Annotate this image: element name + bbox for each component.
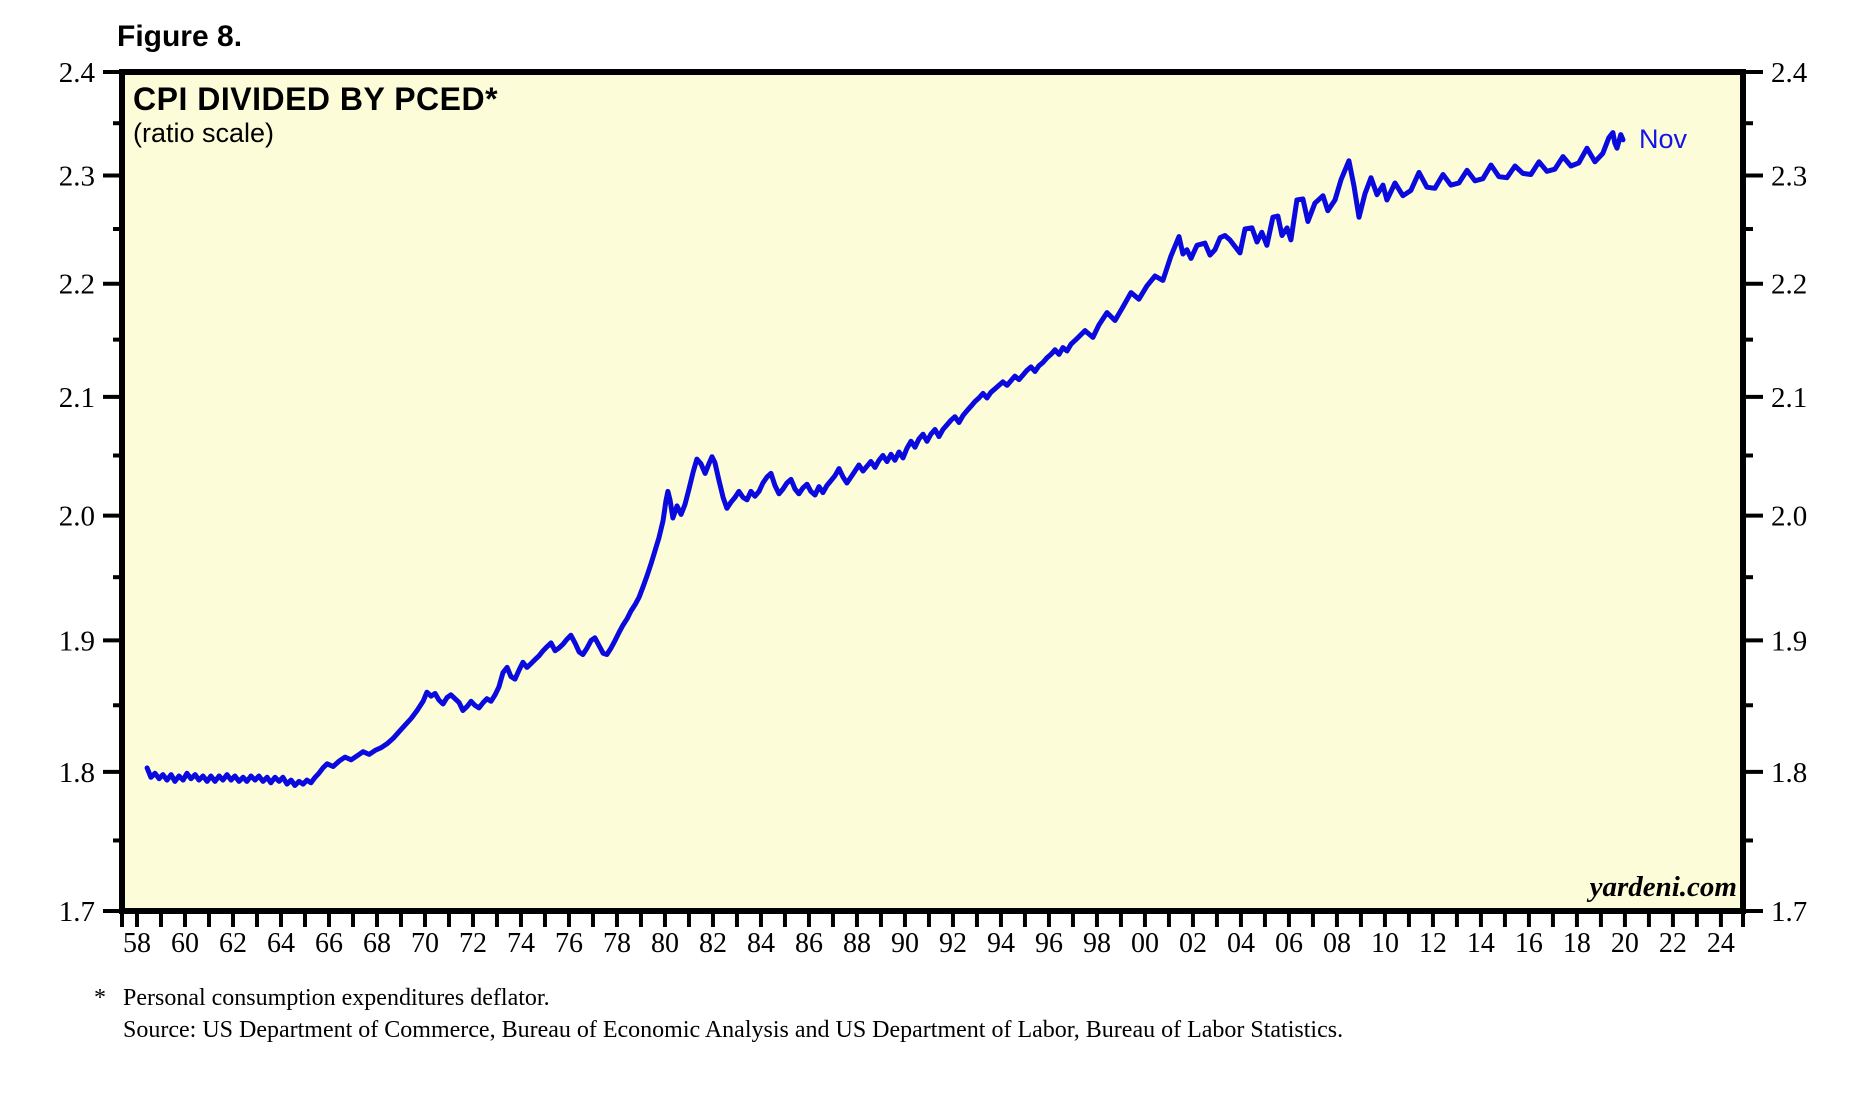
x-axis-label: 60 [171, 928, 199, 959]
watermark: yardeni.com [1589, 871, 1737, 903]
last-point-annotation: Nov [1639, 123, 1688, 154]
y-axis-label-right: 1.8 [1771, 757, 1807, 789]
y-axis-label-left: 2.3 [59, 161, 95, 193]
plot-background [122, 72, 1743, 911]
x-axis-label: 58 [123, 928, 151, 959]
x-axis-label: 68 [363, 928, 391, 959]
x-axis-label: 88 [843, 928, 871, 959]
y-axis-label-right: 2.0 [1771, 501, 1807, 533]
x-axis-label: 00 [1131, 928, 1159, 959]
plot-border [119, 69, 1746, 914]
x-axis-label: 18 [1563, 928, 1591, 959]
y-axis-label-left: 1.8 [59, 757, 95, 789]
x-axis-label: 90 [891, 928, 919, 959]
chart-subtitle: (ratio scale) [133, 118, 275, 148]
data-line [144, 130, 1626, 788]
y-axis-label-right: 2.4 [1771, 57, 1808, 89]
y-axis-label-right: 2.3 [1771, 161, 1807, 193]
x-axis-label: 74 [507, 928, 535, 959]
x-axis-label: 14 [1467, 928, 1495, 959]
x-axis-label: 66 [315, 928, 343, 959]
x-axis-label: 76 [555, 928, 583, 959]
y-axis-label-left: 1.9 [59, 625, 95, 657]
y-axis-label-left: 2.4 [59, 57, 96, 89]
x-axis-label: 08 [1323, 928, 1351, 959]
x-axis-label: 78 [603, 928, 631, 959]
x-axis-label: 24 [1707, 928, 1735, 959]
x-axis-label: 12 [1419, 928, 1447, 959]
x-axis-label: 10 [1371, 928, 1399, 959]
x-axis-label: 06 [1275, 928, 1303, 959]
y-axis-label-right: 2.2 [1771, 269, 1807, 301]
figure-label: Figure 8. [117, 20, 243, 53]
x-axis-label: 98 [1083, 928, 1111, 959]
y-axis-label-right: 1.7 [1771, 896, 1807, 928]
x-axis-label: 86 [795, 928, 823, 959]
footnote: * Personal consumption expenditures defl… [94, 982, 1343, 1046]
x-axis-label: 02 [1179, 928, 1207, 959]
x-axis-label: 94 [987, 928, 1015, 959]
y-axis-label-left: 2.2 [59, 269, 95, 301]
x-axis-label: 70 [411, 928, 439, 959]
x-axis-label: 22 [1659, 928, 1687, 959]
x-axis-label: 84 [747, 928, 775, 959]
y-axis-label-left: 2.0 [59, 501, 95, 533]
footnote-line1: Personal consumption expenditures deflat… [123, 985, 550, 1011]
x-axis-label: 64 [267, 928, 295, 959]
footnote-line2: Source: US Department of Commerce, Burea… [123, 1017, 1344, 1043]
x-axis-label: 80 [651, 928, 679, 959]
chart-title: CPI DIVIDED BY PCED* [133, 81, 499, 117]
footnote-marker: * [94, 985, 106, 1011]
y-axis-label-left: 2.1 [59, 382, 95, 414]
x-axis-label: 72 [459, 928, 487, 959]
x-axis-label: 96 [1035, 928, 1063, 959]
x-axis-label: 16 [1515, 928, 1543, 959]
y-axis-label-right: 2.1 [1771, 382, 1807, 414]
x-axis-label: 92 [939, 928, 967, 959]
y-axis-label-right: 1.9 [1771, 625, 1807, 657]
x-axis-label: 20 [1611, 928, 1639, 959]
x-axis-label: 04 [1227, 928, 1255, 959]
x-axis-label: 82 [699, 928, 727, 959]
y-axis-label-left: 1.7 [59, 896, 95, 928]
x-axis-label: 62 [219, 928, 247, 959]
